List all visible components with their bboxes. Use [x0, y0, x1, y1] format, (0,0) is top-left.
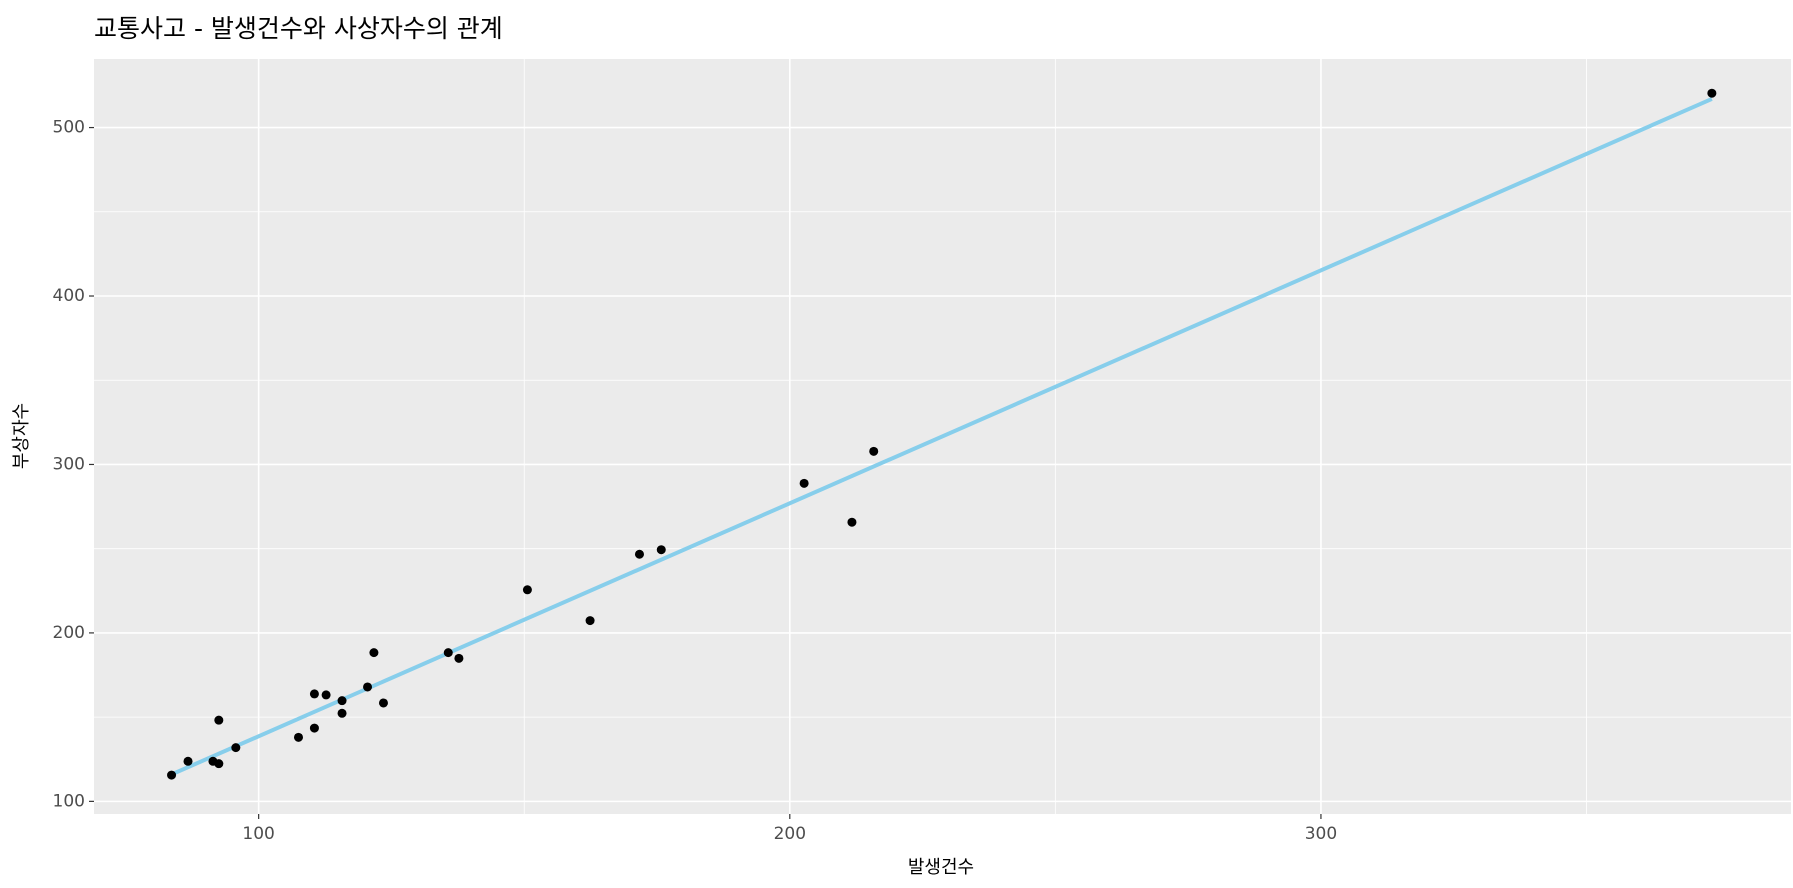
point: [321, 690, 331, 700]
point: [656, 545, 666, 555]
y-tick-label: 400: [53, 286, 85, 306]
x-tick-label: 300: [1305, 824, 1337, 844]
point: [231, 743, 241, 753]
point: [799, 478, 809, 488]
y-tick-label: 200: [53, 623, 85, 643]
x-tick-label: 200: [774, 824, 806, 844]
point: [337, 708, 347, 718]
point: [1707, 88, 1717, 98]
point: [309, 689, 319, 699]
x-tick-label: 100: [242, 824, 274, 844]
point: [363, 682, 373, 692]
y-axis-label: 부상자수: [11, 403, 32, 469]
point: [214, 715, 224, 725]
point: [183, 756, 193, 766]
point: [369, 648, 379, 658]
point: [869, 446, 879, 456]
point: [309, 723, 319, 733]
point: [585, 616, 595, 626]
point: [378, 698, 388, 708]
y-tick-label: 300: [53, 454, 85, 474]
fit-line: [170, 97, 1713, 777]
point: [454, 653, 464, 663]
x-axis-label: 발생건수: [908, 857, 974, 878]
chart-title: 교통사고 - 발생건수와 사상자수의 관계: [94, 14, 503, 43]
point: [847, 517, 857, 527]
point: [337, 696, 347, 706]
point: [167, 770, 177, 780]
y-tick-label: 100: [53, 791, 85, 811]
point: [522, 585, 532, 595]
y-tick-label: 500: [53, 118, 85, 138]
point: [293, 732, 303, 742]
point: [443, 648, 453, 658]
point: [634, 549, 644, 559]
point: [214, 759, 224, 769]
